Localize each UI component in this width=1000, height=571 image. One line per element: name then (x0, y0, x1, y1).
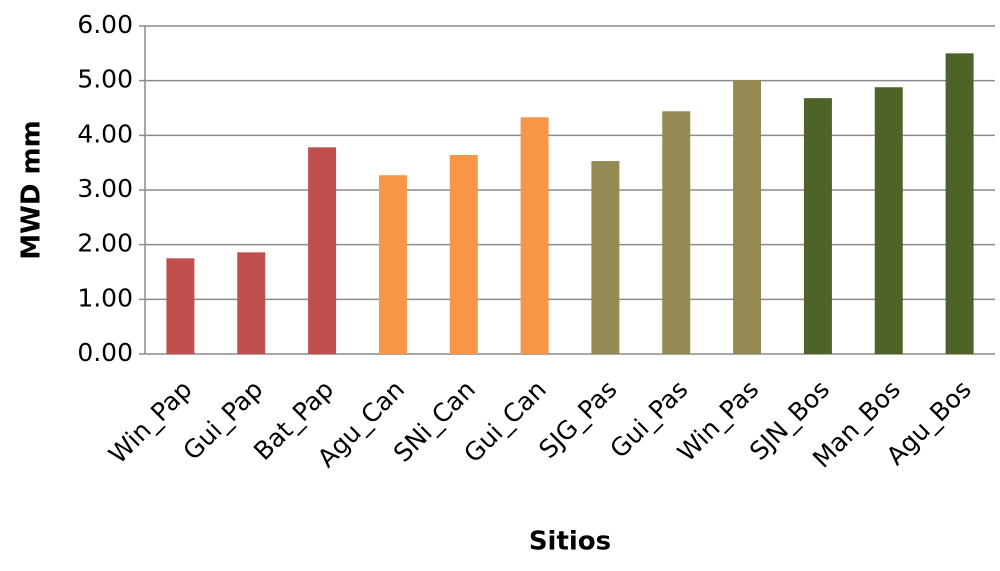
bar (378, 175, 407, 354)
bar (945, 53, 974, 354)
y-tick-label: 2.00 (77, 229, 133, 258)
x-tick-label: SJG_Pas (533, 375, 622, 464)
y-tick-label: 3.00 (77, 174, 133, 203)
bar (662, 111, 691, 354)
bar (166, 258, 195, 354)
bar (449, 155, 478, 354)
bar (308, 147, 337, 354)
y-tick-label: 4.00 (77, 119, 133, 148)
bar (591, 161, 620, 354)
y-tick-label: 1.00 (77, 283, 133, 312)
y-axis-label: MWD mm (17, 120, 47, 259)
x-tick-label: Win_Pap (103, 375, 197, 469)
bar (874, 87, 903, 354)
y-tick-label: 5.00 (77, 65, 133, 94)
y-tick-label: 6.00 (77, 10, 133, 39)
y-tick-label: 0.00 (77, 338, 133, 367)
x-axis-label: Sitios (529, 527, 611, 557)
bar (733, 80, 762, 355)
bar (520, 117, 549, 354)
bar (803, 98, 832, 354)
bar (237, 252, 266, 354)
